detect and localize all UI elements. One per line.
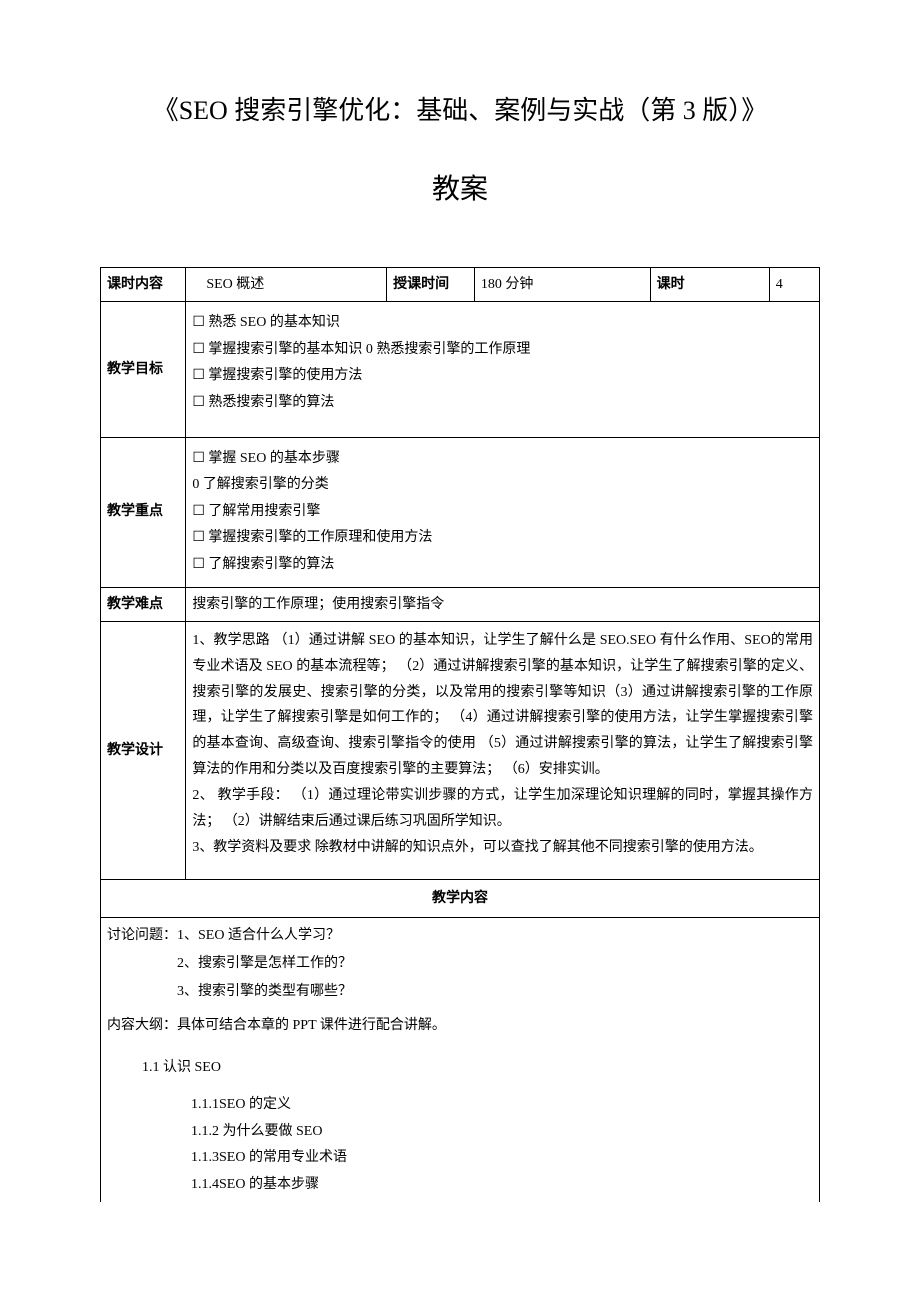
outline-item: 1.1.1SEO 的定义 — [107, 1092, 813, 1119]
outline-item: 1.1.2 为什么要做 SEO — [107, 1119, 813, 1146]
header-value-content: SEO 概述 — [186, 268, 387, 302]
difficulties-row: 教学难点 搜索引擎的工作原理；使用搜索引擎指令 — [101, 587, 820, 621]
discussion-q2: 2、搜索引擎是怎样工作的？ — [107, 950, 813, 978]
keypoint-item: 0 了解搜索引擎的分类 — [192, 472, 813, 499]
outline-section-1-1: 1.1 认识 SEO — [107, 1054, 813, 1082]
header-label-content: 课时内容 — [101, 268, 186, 302]
design-item-2: 2、 教学手段： （1）通过理论带实训步骤的方式，让学生加深理论知识理解的同时，… — [192, 783, 813, 835]
design-row: 教学设计 1、教学思路 （1）通过讲解 SEO 的基本知识，让学生了解什么是 S… — [101, 621, 820, 879]
objectives-label: 教学目标 — [101, 302, 186, 437]
document-title-line2: 教案 — [100, 167, 820, 207]
header-value-periods: 4 — [769, 268, 819, 302]
keypoints-label: 教学重点 — [101, 437, 186, 587]
content-section-header: 教学内容 — [101, 879, 820, 917]
design-item-1: 1、教学思路 （1）通过讲解 SEO 的基本知识，让学生了解什么是 SEO.SE… — [192, 628, 813, 783]
content-header-row: 教学内容 — [101, 879, 820, 917]
content-body-row: 讨论问题：1、SEO 适合什么人学习？ 2、搜索引擎是怎样工作的？ 3、搜索引擎… — [101, 917, 820, 1202]
objective-item: 掌握搜索引擎的使用方法 — [192, 363, 813, 390]
keypoint-item: 了解常用搜索引擎 — [192, 499, 813, 526]
outline-label: 内容大纲：具体可结合本章的 PPT 课件进行配合讲解。 — [107, 1012, 813, 1040]
design-item-3: 3、教学资料及要求 除教材中讲解的知识点外，可以查找了解其他不同搜索引擎的使用方… — [192, 835, 813, 861]
outline-item: 1.1.3SEO 的常用专业术语 — [107, 1145, 813, 1172]
difficulties-content: 搜索引擎的工作原理；使用搜索引擎指令 — [186, 587, 820, 621]
objective-item: 掌握搜索引擎的基本知识 0 熟悉搜索引擎的工作原理 — [192, 337, 813, 364]
objective-item: 熟悉 SEO 的基本知识 — [192, 310, 813, 337]
keypoints-content: 掌握 SEO 的基本步骤 0 了解搜索引擎的分类 了解常用搜索引擎 掌握搜索引擎… — [186, 437, 820, 587]
discussion-q1: 1、SEO 适合什么人学习？ — [177, 928, 340, 943]
discussion-label: 讨论问题： — [107, 928, 177, 943]
document-title-line1: 《SEO 搜索引擎优化：基础、案例与实战（第 3 版）》 — [100, 90, 820, 127]
discussion-line-1: 讨论问题：1、SEO 适合什么人学习？ — [107, 922, 813, 950]
outline-item: 1.1.4SEO 的基本步骤 — [107, 1172, 813, 1199]
header-value-time: 180 分钟 — [474, 268, 650, 302]
keypoint-item: 掌握 SEO 的基本步骤 — [192, 446, 813, 473]
objectives-content: 熟悉 SEO 的基本知识 掌握搜索引擎的基本知识 0 熟悉搜索引擎的工作原理 掌… — [186, 302, 820, 437]
keypoints-row: 教学重点 掌握 SEO 的基本步骤 0 了解搜索引擎的分类 了解常用搜索引擎 掌… — [101, 437, 820, 587]
objective-item: 熟悉搜索引擎的算法 — [192, 390, 813, 417]
discussion-q3: 3、搜索引擎的类型有哪些？ — [107, 978, 813, 1006]
header-label-periods: 课时 — [650, 268, 769, 302]
content-body: 讨论问题：1、SEO 适合什么人学习？ 2、搜索引擎是怎样工作的？ 3、搜索引擎… — [101, 917, 820, 1202]
keypoint-item: 掌握搜索引擎的工作原理和使用方法 — [192, 525, 813, 552]
header-label-time: 授课时间 — [387, 268, 475, 302]
design-label: 教学设计 — [101, 621, 186, 879]
difficulties-label: 教学难点 — [101, 587, 186, 621]
keypoint-item: 了解搜索引擎的算法 — [192, 552, 813, 579]
design-content: 1、教学思路 （1）通过讲解 SEO 的基本知识，让学生了解什么是 SEO.SE… — [186, 621, 820, 879]
lesson-plan-table: 课时内容 SEO 概述 授课时间 180 分钟 课时 4 教学目标 熟悉 SEO… — [100, 267, 820, 1202]
header-row: 课时内容 SEO 概述 授课时间 180 分钟 课时 4 — [101, 268, 820, 302]
objectives-row: 教学目标 熟悉 SEO 的基本知识 掌握搜索引擎的基本知识 0 熟悉搜索引擎的工… — [101, 302, 820, 437]
